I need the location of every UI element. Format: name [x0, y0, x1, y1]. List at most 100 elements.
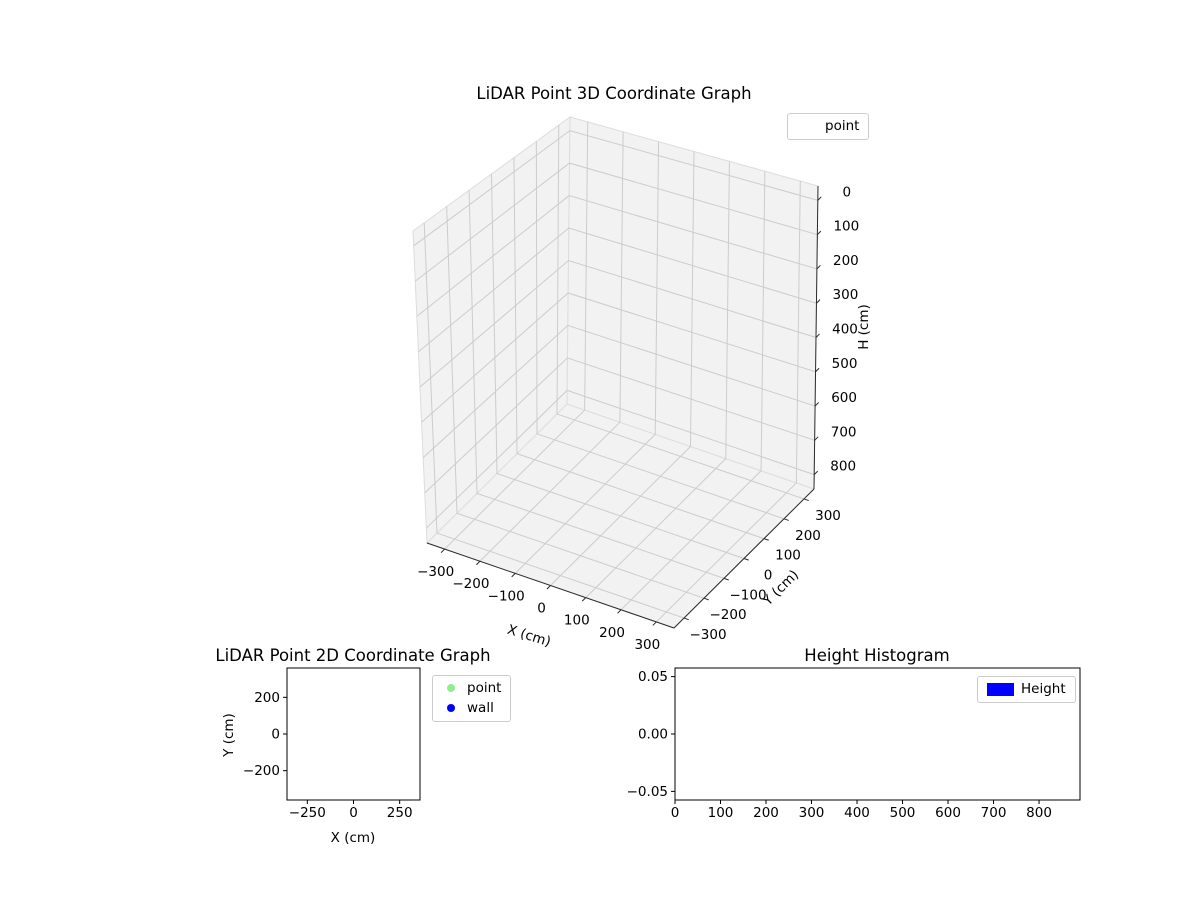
x-tick	[652, 621, 657, 626]
z-grid-line	[422, 324, 816, 458]
z-tick	[814, 402, 819, 407]
legend-label: point	[467, 680, 502, 696]
y-tick	[683, 617, 689, 621]
z-tick-label: 800	[830, 459, 856, 475]
y-tick	[743, 558, 749, 561]
legend-label: wall	[467, 699, 494, 716]
z-tick-label: 600	[831, 390, 857, 406]
y-grid-line	[423, 222, 685, 619]
heightHist-y-tick-label: 0.05	[638, 669, 668, 685]
y-tick	[723, 577, 729, 581]
z-tick	[815, 367, 820, 373]
lidar2d-x-tick-label: 0	[349, 805, 358, 821]
z-grid-line	[425, 389, 815, 529]
lidar2d-y-tick-label: −200	[243, 763, 280, 779]
heightHist-x-tick-label: 300	[799, 805, 825, 821]
chart3d-z-axis-label: H (cm)	[856, 304, 872, 350]
x-tick	[546, 585, 551, 590]
heightHist-x-tick-label: 700	[981, 805, 1007, 821]
z-grid-line	[421, 292, 816, 423]
z-tick-label: 0	[843, 184, 852, 200]
legend-patch-swatch	[987, 682, 1014, 696]
chart2d-legend: point wall	[432, 675, 512, 722]
chart2d-title: LiDAR Point 2D Coordinate Graph	[215, 646, 491, 665]
heightHist-x-tick-label: 200	[753, 805, 779, 821]
y-grid-line	[513, 157, 765, 540]
x-tick-label: 100	[564, 613, 590, 629]
x-grid-line	[620, 171, 766, 611]
z-tick-label: 400	[832, 322, 858, 338]
x-tick-label: −300	[417, 564, 454, 580]
x-grid-line	[444, 121, 589, 550]
z-grid-line	[419, 259, 817, 388]
y-tick-label: −200	[709, 607, 746, 623]
heightHist-x-tick-label: 400	[844, 805, 870, 821]
y-grid-line	[556, 125, 805, 500]
x-grid-line	[550, 151, 695, 586]
x-grid-line	[479, 131, 624, 562]
y-tick-label: 0	[764, 568, 773, 584]
x-tick	[511, 573, 516, 578]
hist-title: Height Histogram	[804, 646, 950, 665]
z-tick	[817, 196, 822, 201]
x-tick	[581, 597, 587, 602]
z-grid-line	[418, 227, 817, 353]
z-tick-label: 300	[833, 287, 859, 303]
legend-item: point	[442, 680, 501, 697]
z-tick-label: 200	[833, 253, 859, 269]
heightHist-y-tick-label: 0.00	[638, 727, 668, 743]
z-tick	[816, 230, 822, 236]
y-tick-label: −100	[729, 587, 766, 603]
z-tick-label: 500	[832, 356, 858, 372]
legend-empty-swatch	[797, 122, 818, 131]
y-grid-line	[446, 206, 705, 599]
y-tick-label: 100	[775, 548, 801, 564]
legend-label: point	[825, 118, 860, 134]
z-tick	[816, 299, 821, 304]
lidar2d-x-tick-label: 250	[387, 805, 413, 821]
z-tick	[814, 436, 819, 441]
x-grid-line	[585, 161, 730, 598]
y-tick	[803, 498, 809, 502]
legend-item: Height	[987, 681, 1066, 698]
x-tick-label: −200	[452, 576, 489, 592]
x-tick	[617, 609, 622, 614]
legend-item: wall	[442, 700, 501, 717]
legend-label: Height	[1021, 681, 1066, 697]
y-tick-label: −300	[689, 627, 726, 643]
z-tick	[816, 265, 821, 270]
z-tick	[813, 470, 819, 475]
x-tick-label: 200	[599, 625, 625, 641]
hist-legend: Height	[977, 676, 1076, 703]
y-grid-line	[491, 173, 745, 559]
y-tick	[763, 538, 769, 541]
y-tick-label: 300	[815, 508, 841, 524]
x-tick-label: −100	[488, 588, 525, 604]
z-grid-line	[414, 162, 818, 282]
x-tick	[440, 548, 445, 553]
lidar2d-axes-frame	[286, 667, 421, 801]
x-tick-label: 0	[537, 601, 546, 617]
z-tick-label: 700	[831, 424, 857, 440]
lidar2d-y-tick-label: 0	[271, 727, 280, 743]
chart2d-x-axis-label: X (cm)	[330, 830, 376, 846]
legend-item: point	[797, 118, 859, 135]
x-tick	[476, 560, 481, 566]
chart3d-title: LiDAR Point 3D Coordinate Graph	[476, 84, 752, 103]
y-grid-line	[468, 190, 725, 579]
z-grid-line	[424, 357, 815, 494]
z-grid-line	[413, 130, 818, 247]
chart3d-legend: point	[787, 113, 870, 140]
heightHist-x-tick-label: 600	[935, 805, 961, 821]
y-grid-line	[535, 141, 785, 520]
x-grid-line	[656, 181, 801, 623]
chart2d-y-axis-label: Y (cm)	[221, 713, 237, 757]
x-tick-label: 300	[634, 637, 660, 653]
heightHist-x-tick-label: 0	[671, 805, 680, 821]
lidar2d-y-tick-label: 200	[254, 690, 280, 706]
heightHist-x-tick-label: 500	[890, 805, 916, 821]
heightHist-x-tick-label: 100	[708, 805, 734, 821]
y-tick	[703, 597, 709, 601]
